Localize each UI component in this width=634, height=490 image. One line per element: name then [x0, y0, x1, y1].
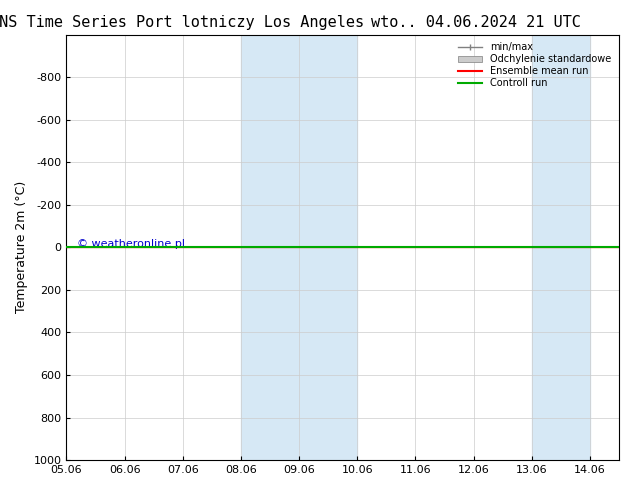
Text: wto.. 04.06.2024 21 UTC: wto.. 04.06.2024 21 UTC — [370, 15, 581, 30]
Y-axis label: Temperature 2m (°C): Temperature 2m (°C) — [15, 181, 28, 314]
Legend: min/max, Odchylenie standardowe, Ensemble mean run, Controll run: min/max, Odchylenie standardowe, Ensembl… — [455, 40, 614, 91]
Text: © weatheronline.pl: © weatheronline.pl — [77, 239, 186, 249]
Bar — [241, 35, 357, 460]
Text: ENS Time Series Port lotniczy Los Angeles: ENS Time Series Port lotniczy Los Angele… — [0, 15, 365, 30]
Bar — [532, 35, 590, 460]
